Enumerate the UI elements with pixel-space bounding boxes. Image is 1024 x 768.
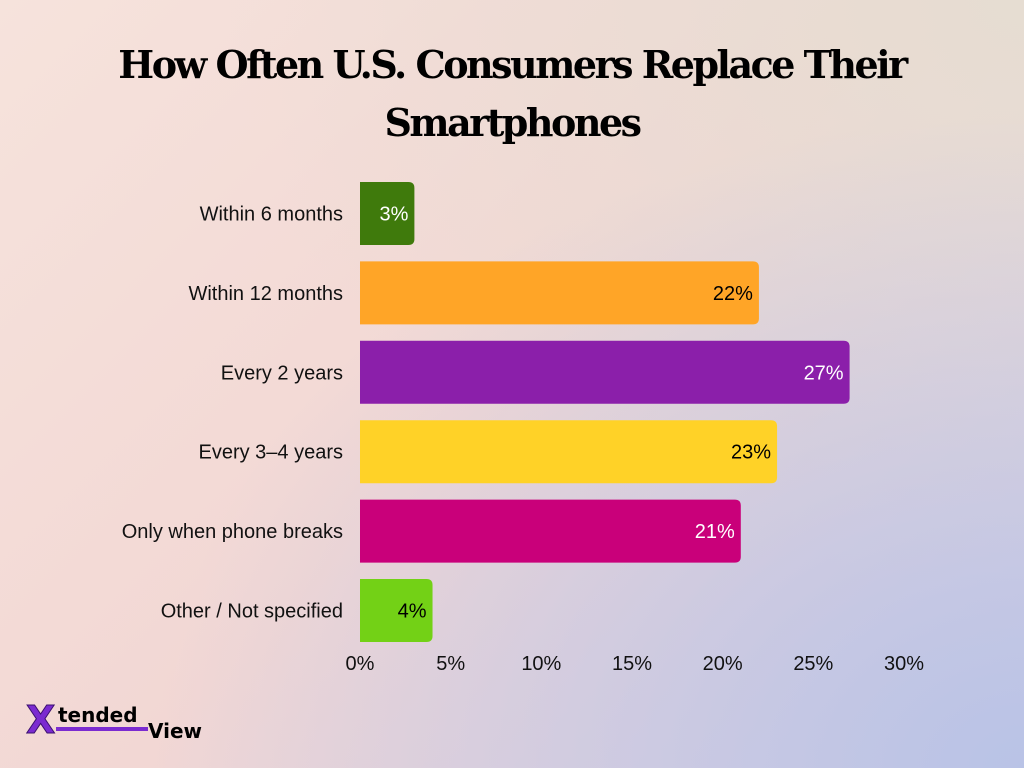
value-label: 4% [398, 601, 427, 623]
bar [360, 579, 433, 642]
value-label: 23% [731, 442, 771, 464]
bar [360, 340, 850, 404]
xtendedview-logo: X tended View [26, 700, 202, 743]
category-label: Every 3–4 years [198, 442, 343, 464]
value-label: 22% [713, 283, 753, 305]
logo-mark: X [26, 700, 55, 742]
logo-underline [56, 727, 148, 731]
x-tick-label: 20% [703, 653, 743, 675]
category-label: Other / Not specified [161, 601, 343, 623]
category-label: Within 6 months [200, 204, 343, 226]
x-tick-label: 0% [346, 653, 375, 675]
category-label: Within 12 months [188, 283, 343, 305]
x-tick-label: 30% [884, 653, 924, 675]
x-tick-label: 10% [521, 653, 561, 675]
bar [360, 420, 778, 484]
value-label: 3% [379, 204, 408, 226]
logo-text-top: tended [58, 703, 138, 727]
value-label: 21% [695, 521, 735, 543]
x-tick-label: 5% [436, 653, 465, 675]
bar [360, 261, 759, 325]
x-tick-label: 15% [612, 653, 652, 675]
category-label: Every 2 years [221, 362, 343, 384]
logo-text-bottom: View [148, 719, 202, 743]
x-tick-label: 25% [793, 653, 833, 675]
value-label: 27% [804, 362, 844, 384]
chart-title: How Often U.S. Consumers Replace Their S… [118, 42, 908, 145]
bar [360, 182, 415, 245]
category-label: Only when phone breaks [122, 521, 343, 543]
bar [360, 499, 741, 563]
